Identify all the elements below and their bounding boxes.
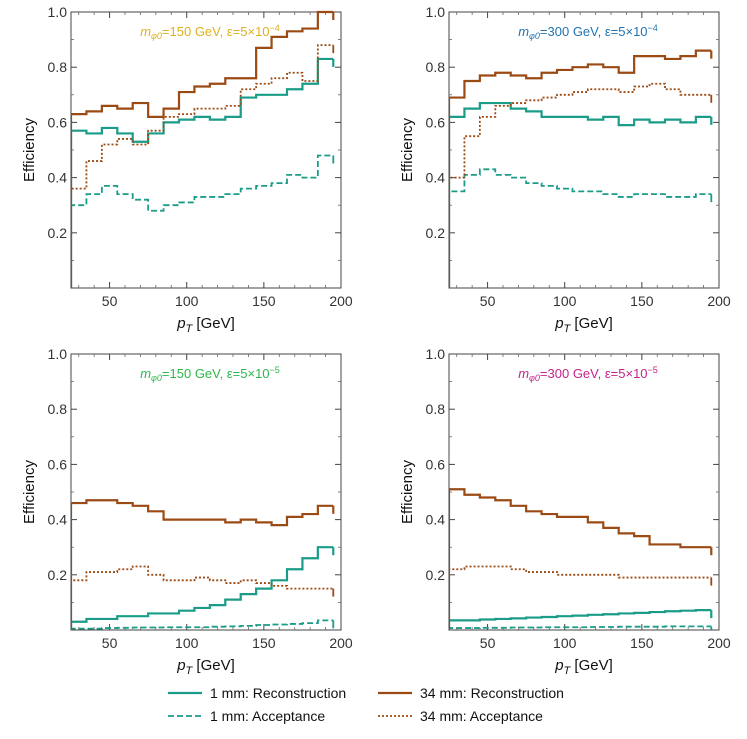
series-line-4	[71, 565, 334, 630]
y-tick-label: 0.6	[48, 114, 68, 130]
series-group	[71, 10, 335, 288]
series-line-1	[449, 101, 712, 288]
series-line-2	[71, 154, 334, 288]
legend-label: 1 mm: Acceptance	[210, 708, 325, 724]
series-line-1	[449, 609, 712, 630]
y-tick-label: 1.0	[426, 4, 446, 20]
chart-panel-3: 50 100 150 200 0.2 0.4 0.6 0.8 1.0 pT [GeV] Effici…	[21, 346, 353, 677]
y-tick-label: 1.0	[48, 4, 68, 20]
y-tick-label: 0.6	[426, 456, 446, 472]
y-tick-label: 0.2	[426, 225, 446, 241]
series-line-4	[449, 82, 712, 288]
legend-item-reco1: 1 mm: Reconstruction	[168, 685, 346, 701]
x-axis-label: pT [GeV]	[554, 315, 613, 335]
chart-panel-2: 50 100 150 200 0.2 0.4 0.6 0.8 1.0 pT [GeV] Effici…	[399, 4, 731, 335]
x-tick-label: 150	[630, 635, 654, 651]
chart-panel-1: 50 100 150 200 0.2 0.4 0.6 0.8 1.0 pT [GeV] Effici…	[21, 4, 353, 335]
legend-label: 34 mm: Acceptance	[420, 708, 543, 724]
x-axis-label: pT [GeV]	[176, 315, 235, 335]
y-axis-label: Efficiency	[399, 118, 416, 182]
y-tick-label: 0.2	[48, 225, 68, 241]
series-group	[449, 488, 713, 630]
y-axis-label: Efficiency	[21, 118, 38, 182]
plot-frame	[448, 353, 720, 631]
x-tick-label: 150	[252, 635, 276, 651]
y-tick-label: 0.2	[426, 567, 446, 583]
x-tick-label: 200	[329, 635, 353, 651]
y-tick-label: 0.8	[48, 401, 68, 417]
y-tick-label: 1.0	[48, 346, 68, 362]
panel-title: mφ0=300 GeV, ε=5×10−5	[518, 365, 658, 383]
x-tick-label: 50	[480, 293, 496, 309]
legend-item-acc1: 1 mm: Acceptance	[168, 708, 325, 724]
x-tick-label: 150	[630, 293, 654, 309]
series-group	[71, 499, 335, 630]
plot-frame	[448, 11, 720, 289]
y-tick-label: 0.4	[426, 170, 446, 186]
x-tick-label: 100	[553, 293, 577, 309]
series-line-3	[449, 49, 712, 288]
panel-title: mφ0=150 GeV, ε=5×10−5	[140, 365, 280, 383]
legend-item-acc34: 34 mm: Acceptance	[378, 708, 543, 724]
series-line-4	[71, 44, 334, 288]
y-tick-label: 0.8	[48, 59, 68, 75]
chart-panel-4: 50 100 150 200 0.2 0.4 0.6 0.8 1.0 pT [GeV] Effici…	[399, 346, 731, 677]
y-tick-label: 0.8	[426, 59, 446, 75]
y-tick-label: 1.0	[426, 346, 446, 362]
y-tick-label: 0.8	[426, 401, 446, 417]
y-tick-label: 0.6	[426, 114, 446, 130]
panel-title: mφ0=150 GeV, ε=5×10−4	[140, 23, 280, 41]
x-axis-label: pT [GeV]	[176, 657, 235, 677]
series-line-3	[449, 488, 712, 630]
series-group	[449, 49, 713, 288]
y-tick-label: 0.2	[48, 567, 68, 583]
series-line-2	[71, 619, 334, 630]
x-tick-label: 200	[707, 635, 731, 651]
legend-label: 34 mm: Reconstruction	[420, 685, 564, 701]
series-line-3	[71, 10, 334, 288]
x-tick-label: 150	[252, 293, 276, 309]
plot-frame	[70, 353, 342, 631]
x-tick-label: 100	[175, 635, 199, 651]
series-line-4	[449, 565, 712, 630]
x-tick-label: 50	[102, 635, 118, 651]
series-line-3	[71, 499, 334, 630]
y-axis-label: Efficiency	[399, 460, 416, 524]
x-tick-label: 50	[102, 293, 118, 309]
series-line-2	[449, 168, 712, 288]
series-line-2	[449, 625, 712, 630]
panel-title: mφ0=300 GeV, ε=5×10−4	[518, 23, 658, 41]
x-axis-label: pT [GeV]	[554, 657, 613, 677]
y-tick-label: 0.4	[48, 512, 68, 528]
y-tick-label: 0.6	[48, 456, 68, 472]
y-axis-label: Efficiency	[21, 460, 38, 524]
legend-label: 1 mm: Reconstruction	[210, 685, 346, 701]
x-tick-label: 100	[553, 635, 577, 651]
y-tick-label: 0.4	[48, 170, 68, 186]
legend-item-reco34: 34 mm: Reconstruction	[378, 685, 564, 701]
x-tick-label: 200	[707, 293, 731, 309]
x-tick-label: 100	[175, 293, 199, 309]
x-tick-label: 50	[480, 635, 496, 651]
series-line-1	[71, 546, 334, 630]
plot-frame	[70, 11, 342, 289]
series-line-1	[71, 57, 334, 288]
y-tick-label: 0.4	[426, 512, 446, 528]
x-tick-label: 200	[329, 293, 353, 309]
legend: 1 mm: Reconstruction 1 mm: Acceptance 34 m…	[168, 685, 564, 724]
